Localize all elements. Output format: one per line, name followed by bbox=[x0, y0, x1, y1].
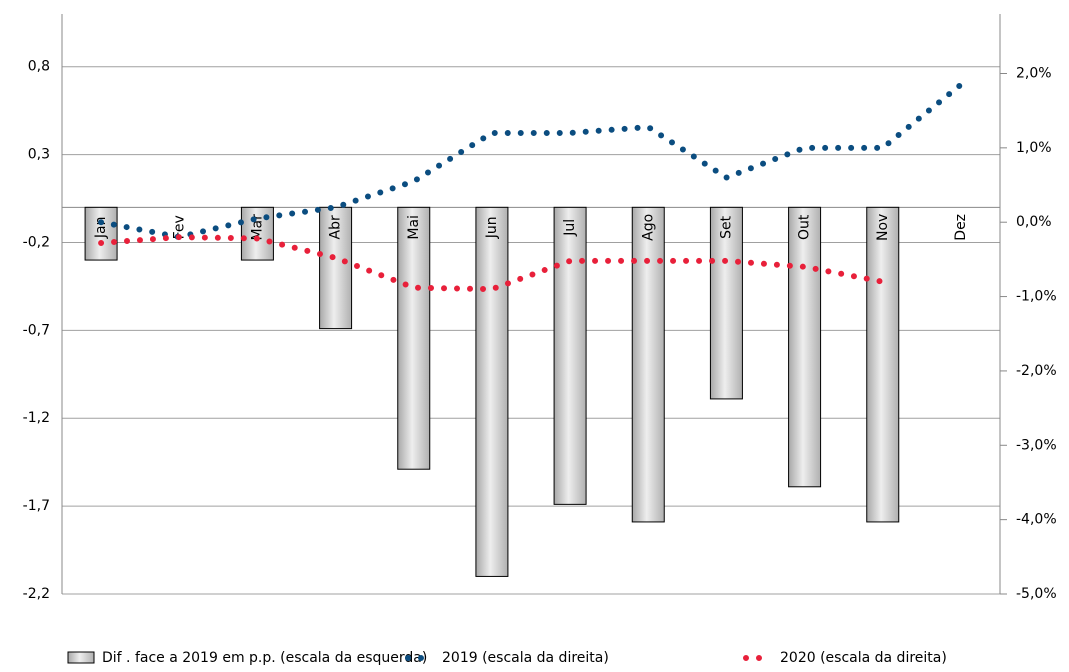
y-tick-label: -1,7 bbox=[23, 498, 50, 514]
y-tick-label: -0,2 bbox=[23, 234, 50, 250]
y2-tick-label: 2,0% bbox=[1016, 65, 1052, 81]
bar bbox=[866, 206, 900, 523]
x-tick-label: Fev bbox=[171, 215, 187, 239]
y2-tick-label: -5,0% bbox=[1016, 586, 1057, 602]
x-tick-label: Out bbox=[797, 214, 813, 240]
y-tick-label: 0,3 bbox=[28, 147, 50, 163]
y2-tick-label: 1,0% bbox=[1016, 140, 1052, 156]
y-tick-label: -2,2 bbox=[23, 586, 50, 602]
x-tick-label: Jul bbox=[562, 219, 578, 237]
y-tick-label: -1,2 bbox=[23, 410, 50, 426]
bar bbox=[84, 206, 118, 261]
dotted-line bbox=[98, 81, 964, 241]
x-tick-label: Abr bbox=[328, 215, 344, 239]
y-tick-label: 0,8 bbox=[28, 59, 50, 75]
x-tick-label: Set bbox=[718, 215, 734, 239]
y2-tick-label: -4,0% bbox=[1016, 512, 1057, 528]
bar bbox=[709, 206, 743, 400]
y-tick-label: -0,7 bbox=[23, 322, 50, 338]
legend-swatch bbox=[67, 651, 95, 664]
x-tick-label: Mai bbox=[406, 215, 422, 240]
bar bbox=[397, 206, 431, 470]
bar bbox=[553, 206, 587, 505]
x-tick-label: Jun bbox=[484, 216, 500, 239]
bar bbox=[788, 206, 822, 488]
bar bbox=[475, 206, 509, 577]
x-tick-label: Ago bbox=[640, 214, 656, 241]
x-tick-label: Nov bbox=[875, 214, 891, 241]
legend-label: 2020 (escala da direita) bbox=[780, 650, 947, 666]
legend-label: Dif . face a 2019 em p.p. (escala da esq… bbox=[102, 650, 427, 666]
legend-label: 2019 (escala da direita) bbox=[442, 650, 609, 666]
dotted-line bbox=[98, 234, 886, 293]
bar bbox=[319, 206, 353, 330]
x-tick-label: Jan bbox=[93, 217, 109, 240]
x-tick-label: Dez bbox=[953, 214, 969, 241]
bar bbox=[631, 206, 665, 523]
y2-tick-label: 0,0% bbox=[1016, 214, 1052, 230]
y2-tick-label: -3,0% bbox=[1016, 437, 1057, 453]
y2-tick-label: -2,0% bbox=[1016, 363, 1057, 379]
y2-tick-label: -1,0% bbox=[1016, 289, 1057, 305]
